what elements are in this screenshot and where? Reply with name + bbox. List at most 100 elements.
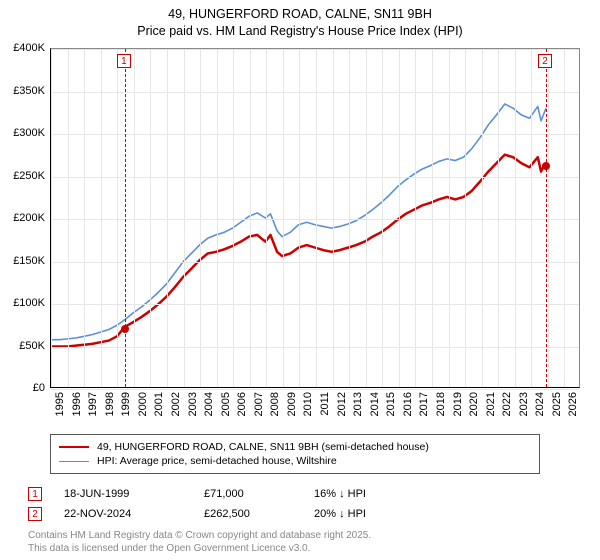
legend-label: 49, HUNGERFORD ROAD, CALNE, SN11 9BH (se…: [97, 441, 429, 453]
gridline-v: [349, 49, 350, 387]
gridline-v: [316, 49, 317, 387]
sale-row: 118-JUN-1999£71,00016% ↓ HPI: [28, 484, 444, 504]
xtick-label: 2016: [402, 392, 414, 416]
plot-area: [50, 48, 580, 388]
gridline-v: [531, 49, 532, 387]
ytick-label: £50K: [19, 340, 45, 352]
gridline-h: [51, 304, 579, 305]
gridline-v: [564, 49, 565, 387]
xtick-label: 2003: [187, 392, 199, 416]
xtick-label: 2015: [385, 392, 397, 416]
xtick-label: 2009: [286, 392, 298, 416]
gridline-v: [548, 49, 549, 387]
xtick-label: 2023: [518, 392, 530, 416]
sale-marker-line: [546, 49, 547, 387]
xtick-label: 1996: [71, 392, 83, 416]
gridline-v: [250, 49, 251, 387]
gridline-h: [51, 262, 579, 263]
xtick-label: 2008: [269, 392, 281, 416]
ytick-label: £150K: [13, 255, 45, 267]
footer-attribution: Contains HM Land Registry data © Crown c…: [28, 530, 371, 555]
gridline-v: [150, 49, 151, 387]
sale-date: 18-JUN-1999: [64, 488, 204, 500]
sale-marker-line: [125, 49, 126, 387]
gridline-v: [415, 49, 416, 387]
footer-line-2: This data is licensed under the Open Gov…: [28, 543, 371, 556]
gridline-v: [333, 49, 334, 387]
gridline-v: [233, 49, 234, 387]
gridline-v: [482, 49, 483, 387]
gridline-v: [200, 49, 201, 387]
gridline-v: [117, 49, 118, 387]
sale-marker-label: 1: [117, 54, 131, 68]
xtick-label: 2022: [501, 392, 513, 416]
legend-box: 49, HUNGERFORD ROAD, CALNE, SN11 9BH (se…: [50, 434, 540, 474]
xtick-label: 1999: [120, 392, 132, 416]
gridline-v: [84, 49, 85, 387]
gridline-v: [449, 49, 450, 387]
gridline-v: [465, 49, 466, 387]
sale-price: £71,000: [204, 488, 314, 500]
xtick-label: 2011: [319, 392, 331, 416]
gridline-h: [51, 134, 579, 135]
ytick-label: £250K: [13, 170, 45, 182]
gridline-v: [217, 49, 218, 387]
gridline-v: [184, 49, 185, 387]
sale-row-marker: 2: [28, 507, 42, 521]
xtick-label: 2026: [567, 392, 579, 416]
xtick-label: 2012: [336, 392, 348, 416]
gridline-v: [382, 49, 383, 387]
xtick-label: 2006: [236, 392, 248, 416]
gridline-h: [51, 347, 579, 348]
ytick-label: £0: [33, 382, 45, 394]
sale-date: 22-NOV-2024: [64, 508, 204, 520]
xtick-label: 2014: [369, 392, 381, 416]
gridline-v: [366, 49, 367, 387]
xtick-label: 2019: [452, 392, 464, 416]
sale-row: 222-NOV-2024£262,50020% ↓ HPI: [28, 504, 444, 524]
legend-label: HPI: Average price, semi-detached house,…: [97, 455, 337, 467]
legend-swatch: [59, 446, 89, 448]
xtick-label: 2020: [468, 392, 480, 416]
gridline-v: [134, 49, 135, 387]
xtick-label: 2001: [153, 392, 165, 416]
legend-swatch: [59, 461, 89, 462]
legend-row: 49, HUNGERFORD ROAD, CALNE, SN11 9BH (se…: [59, 441, 531, 453]
gridline-v: [68, 49, 69, 387]
chart-title: 49, HUNGERFORD ROAD, CALNE, SN11 9BH Pri…: [0, 0, 600, 40]
xtick-label: 2017: [418, 392, 430, 416]
sale-marker-label: 2: [538, 54, 552, 68]
gridline-v: [101, 49, 102, 387]
xtick-label: 2004: [203, 392, 215, 416]
gridline-h: [51, 177, 579, 178]
gridline-v: [399, 49, 400, 387]
ytick-label: £100K: [13, 297, 45, 309]
line-plot-svg: [51, 49, 579, 387]
xtick-label: 2021: [485, 392, 497, 416]
legend-row: HPI: Average price, semi-detached house,…: [59, 455, 531, 467]
xtick-label: 2010: [302, 392, 314, 416]
xtick-label: 2025: [551, 392, 563, 416]
ytick-label: £350K: [13, 85, 45, 97]
ytick-label: £300K: [13, 127, 45, 139]
xtick-label: 1995: [54, 392, 66, 416]
gridline-h: [51, 389, 579, 390]
xtick-label: 2018: [435, 392, 447, 416]
ytick-label: £400K: [13, 42, 45, 54]
gridline-v: [432, 49, 433, 387]
gridline-v: [51, 49, 52, 387]
sale-point-dot: [121, 325, 129, 333]
gridline-h: [51, 49, 579, 50]
sales-table: 118-JUN-1999£71,00016% ↓ HPI 2 22-NOV-2024…: [28, 484, 444, 524]
gridline-v: [299, 49, 300, 387]
gridline-v: [498, 49, 499, 387]
xtick-label: 2002: [170, 392, 182, 416]
gridline-v: [167, 49, 168, 387]
ytick-label: £200K: [13, 212, 45, 224]
xtick-label: 2013: [352, 392, 364, 416]
xtick-label: 1998: [104, 392, 116, 416]
xtick-label: 1997: [87, 392, 99, 416]
gridline-h: [51, 92, 579, 93]
xtick-label: 2024: [534, 392, 546, 416]
xtick-label: 2005: [220, 392, 232, 416]
